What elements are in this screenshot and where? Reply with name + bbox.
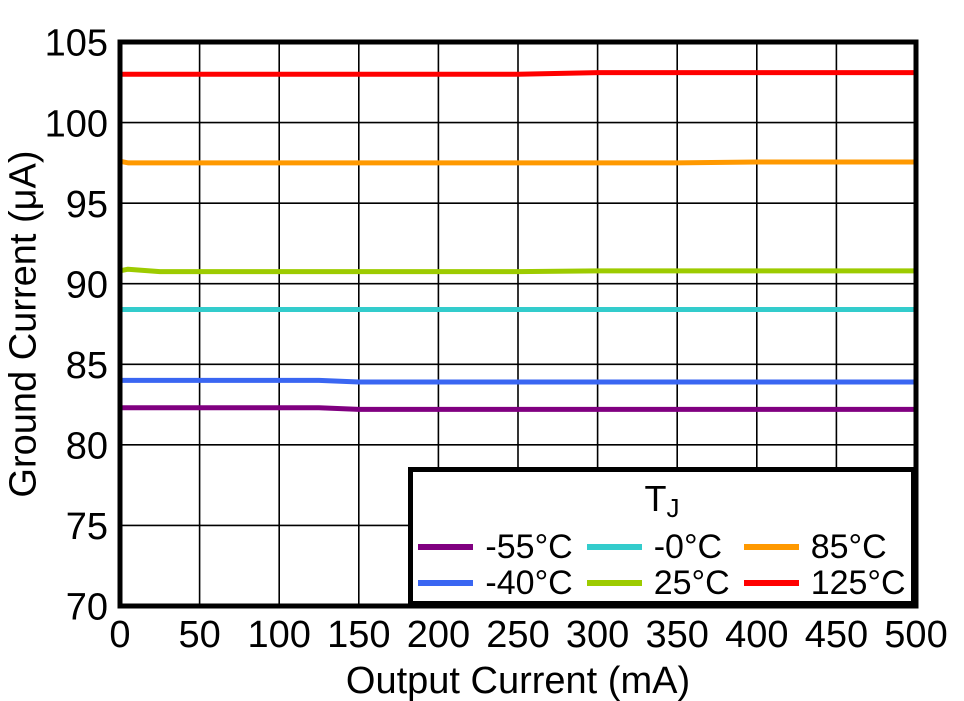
legend-entry-label: -55°C <box>485 527 573 566</box>
x-tick-label: 450 <box>805 614 868 656</box>
y-tick-label: 70 <box>66 587 108 629</box>
legend-title-main: T <box>644 478 667 519</box>
x-tick-label: 100 <box>247 614 310 656</box>
y-tick-label: 85 <box>66 345 108 387</box>
x-tick-label: 200 <box>407 614 470 656</box>
legend-entry: 85°C <box>743 527 906 566</box>
series-line-3 <box>119 266 916 275</box>
legend-title-subscript: J <box>666 493 680 523</box>
legend-entry: 25°C <box>586 563 730 602</box>
x-tick-label: 250 <box>486 614 549 656</box>
legend-title: TJ <box>413 480 911 527</box>
y-tick-label: 105 <box>45 23 108 65</box>
x-tick-label: 400 <box>725 614 788 656</box>
legend-entry-label: -40°C <box>485 563 573 602</box>
legend-entry: 125°C <box>743 563 906 602</box>
x-tick-label: 300 <box>566 614 629 656</box>
legend: TJ -55°C -40°C -0°C 25°C 85°C <box>408 467 916 606</box>
plot-frame <box>117 39 919 609</box>
legend-entry-label: 125°C <box>810 563 906 602</box>
legend-line-swatch <box>586 544 642 550</box>
series-line-1 <box>120 377 916 385</box>
legend-line-swatch <box>418 544 474 550</box>
x-tick-label: 50 <box>178 614 220 656</box>
y-tick-label: 100 <box>45 103 108 145</box>
legend-line-swatch <box>586 580 642 586</box>
y-tick-label: 95 <box>66 184 108 226</box>
x-axis-title: Output Current (mA) <box>345 660 691 701</box>
legend-entry-label: -0°C <box>653 527 723 566</box>
legend-entry: -0°C <box>586 527 730 566</box>
legend-entries: -55°C -40°C -0°C 25°C 85°C 125°C <box>413 527 911 602</box>
legend-line-swatch <box>743 544 799 550</box>
legend-entry: -55°C <box>418 527 573 566</box>
legend-entry-label: 25°C <box>653 563 730 602</box>
x-tick-label: 150 <box>327 614 390 656</box>
y-tick-label: 90 <box>66 264 108 306</box>
x-tick-label: 500 <box>884 614 947 656</box>
legend-entry: -40°C <box>418 563 573 602</box>
series-line-5 <box>120 70 916 77</box>
y-tick-label: 80 <box>66 426 108 468</box>
series-line-0 <box>120 405 916 412</box>
legend-line-swatch <box>418 580 474 586</box>
series-line-4 <box>119 158 916 166</box>
legend-line-swatch <box>743 580 799 586</box>
y-tick-label: 75 <box>66 506 108 548</box>
x-tick-label: 0 <box>109 614 130 656</box>
y-axis-title: Ground Current (μA) <box>2 150 45 498</box>
x-tick-label: 350 <box>645 614 708 656</box>
legend-entry-label: 85°C <box>810 527 887 566</box>
